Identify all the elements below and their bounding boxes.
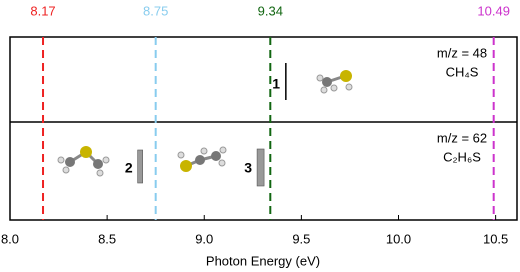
stick xyxy=(285,63,287,100)
molecule xyxy=(177,146,227,172)
stick xyxy=(137,149,143,184)
stick xyxy=(256,148,265,187)
threshold-label: 10.49 xyxy=(477,3,510,18)
plot-frame xyxy=(9,36,518,221)
threshold-label: 8.75 xyxy=(143,3,168,18)
stick-label: 2 xyxy=(125,160,133,176)
molecule xyxy=(316,70,353,94)
x-tick-label: 8.0 xyxy=(1,231,19,246)
x-axis-label: Photon Energy (eV) xyxy=(206,253,320,268)
stick-label: 1 xyxy=(272,76,280,92)
x-tick-label: 10.5 xyxy=(483,231,508,246)
molecule xyxy=(57,146,110,177)
panel-label: m/z = 48 xyxy=(437,45,487,60)
x-tick-label: 9.0 xyxy=(195,231,213,246)
panel-formula: C₂H₆S xyxy=(443,149,481,164)
threshold-label: 9.34 xyxy=(258,3,283,18)
panel-formula: CH₄S xyxy=(446,64,479,79)
x-tick-label: 8.5 xyxy=(98,231,116,246)
stick-label: 3 xyxy=(244,160,252,176)
panel-label: m/z = 62 xyxy=(437,130,487,145)
x-tick-label: 9.5 xyxy=(292,231,310,246)
threshold-label: 8.17 xyxy=(30,3,55,18)
x-tick-label: 10.0 xyxy=(386,231,411,246)
